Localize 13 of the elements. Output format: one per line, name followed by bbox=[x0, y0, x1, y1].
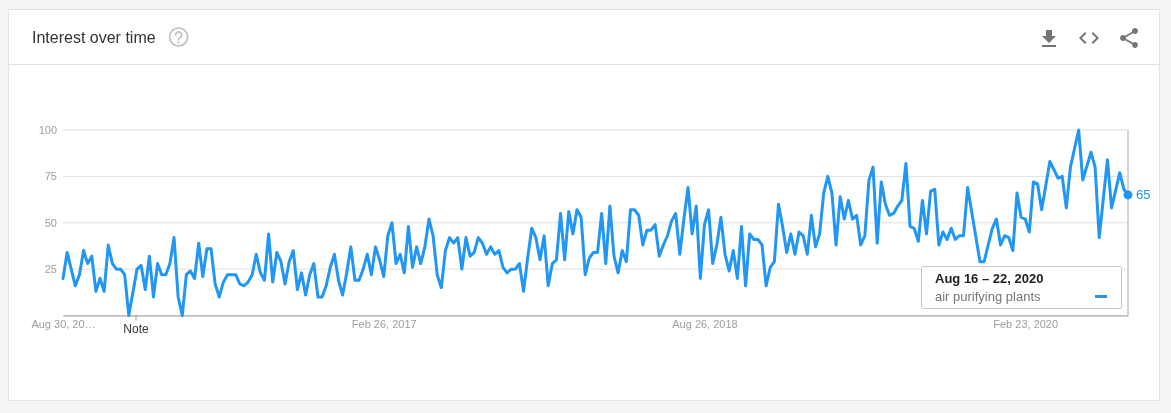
y-tick-label: 25 bbox=[44, 263, 57, 276]
text: air purifying plants bbox=[935, 289, 1041, 304]
annotation: Aug 16 – 22, 2020 bbox=[935, 271, 1044, 286]
data-label: 65 bbox=[1136, 187, 1151, 203]
y-tick-label: 75 bbox=[44, 170, 57, 183]
x-tick-label: Feb 26, 2017 bbox=[351, 318, 417, 331]
x-tick-label: Aug 30, 20… bbox=[31, 318, 96, 331]
y-tick-label: 50 bbox=[44, 216, 57, 229]
chart-title: Interest over time bbox=[32, 29, 156, 46]
x-tick-label: Feb 23, 2020 bbox=[993, 318, 1059, 331]
y-tick-label: 100 bbox=[38, 124, 57, 137]
text: Note bbox=[123, 321, 149, 336]
x-tick-label: Aug 26, 2018 bbox=[672, 318, 738, 331]
